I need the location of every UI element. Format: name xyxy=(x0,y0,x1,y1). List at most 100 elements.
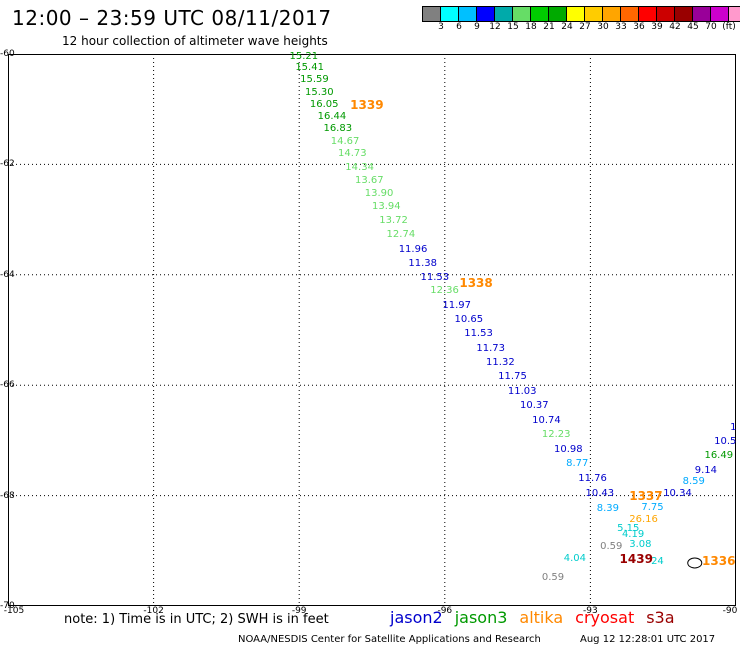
longitude-label: -90 xyxy=(722,606,738,616)
wave-height-value: 12.74 xyxy=(386,228,416,240)
colorbar-swatch xyxy=(423,7,441,21)
longitude-label: -99 xyxy=(291,606,307,616)
colorbar-swatch xyxy=(657,7,675,21)
map-plot-area xyxy=(8,54,736,606)
credit-line: NOAA/NESDIS Center for Satellite Applica… xyxy=(238,634,541,645)
wave-height-value: 13.67 xyxy=(355,174,384,186)
colorbar-label: 36 xyxy=(633,22,645,32)
wave-height-value: 11.75 xyxy=(498,371,527,383)
wave-height-value: 16.49 xyxy=(704,449,734,461)
generated-timestamp: Aug 12 12:28:01 UTC 2017 xyxy=(580,634,716,645)
wave-height-value: 11.03 xyxy=(507,385,537,397)
wave-height-value: 15.59 xyxy=(300,74,329,86)
units-note: note: 1) Time is in UTC; 2) SWH is in fe… xyxy=(64,612,329,627)
colorbar-label: 39 xyxy=(651,22,663,32)
wave-height-value: 11.96 xyxy=(398,243,428,255)
wave-height-value: 10.65 xyxy=(454,314,484,326)
wave-height-value: 3.08 xyxy=(629,539,652,551)
wave-height-value: 10.74 xyxy=(532,414,561,426)
colorbar-swatch xyxy=(531,7,549,21)
colorbar-swatch xyxy=(603,7,621,21)
latitude-label: -68 xyxy=(0,490,15,501)
legend-satellite-altika: altika xyxy=(519,608,564,627)
latitude-label: -64 xyxy=(0,269,15,280)
wave-height-value: 4.19 xyxy=(621,529,645,541)
pass-time-label: 1338 xyxy=(459,276,493,291)
colorbar-label: 15 xyxy=(507,22,519,32)
wave-height-value: 0.59 xyxy=(600,541,623,553)
wave-height-value: 10.5 xyxy=(714,435,737,447)
wave-height-value: 9.14 xyxy=(694,464,717,476)
legend-satellite-jason2: jason2 xyxy=(390,608,443,627)
colorbar-unit: (ft) xyxy=(722,22,736,32)
wave-height-value: 24 xyxy=(651,555,664,567)
wave-height-colorbar xyxy=(422,6,740,22)
wave-height-value: 14.34 xyxy=(345,161,374,173)
wave-height-value: 13.90 xyxy=(364,188,394,200)
wave-height-value: 10.34 xyxy=(663,487,692,499)
map-subtitle: 12 hour collection of altimeter wave hei… xyxy=(62,34,328,48)
wave-height-value: 1 xyxy=(730,422,737,434)
colorbar-swatch xyxy=(585,7,603,21)
longitude-label: -105 xyxy=(3,606,25,616)
wave-height-value: 8.77 xyxy=(566,458,589,470)
colorbar-label: 18 xyxy=(525,22,537,32)
wave-height-value: 12.36 xyxy=(430,285,459,297)
wave-height-value: 14.73 xyxy=(338,148,367,160)
wave-height-value: 5.15 xyxy=(617,522,640,534)
latitude-label: -60 xyxy=(0,49,15,59)
longitude-label: -93 xyxy=(583,606,598,616)
wave-height-value: 13.94 xyxy=(372,201,401,213)
pass-time-label: 1336 xyxy=(702,553,736,568)
wave-height-value: 12.23 xyxy=(541,428,571,440)
wave-height-value: 0.59 xyxy=(541,572,565,584)
colorbar-swatch xyxy=(729,7,740,21)
colorbar-swatch xyxy=(675,7,693,21)
wave-height-value: 10.37 xyxy=(520,400,549,412)
pass-time-label: 1339 xyxy=(350,97,384,112)
pass-time-label: 1439 xyxy=(619,552,653,567)
wave-height-value: 11.53 xyxy=(464,328,493,340)
wave-height-value: 16.44 xyxy=(317,110,347,122)
colorbar-swatch xyxy=(639,7,657,21)
wave-height-value: 15.21 xyxy=(289,50,319,62)
longitude-label: -96 xyxy=(437,606,453,616)
map-title: 12:00 – 23:59 UTC 08/11/2017 xyxy=(12,6,332,30)
wave-height-value: 7.75 xyxy=(641,501,664,513)
wave-height-value: 14.67 xyxy=(330,136,360,148)
wave-height-value: 8.39 xyxy=(596,502,619,514)
colorbar-label: 3 xyxy=(438,22,444,32)
wave-height-value: 11.76 xyxy=(578,473,607,485)
colorbar-label: 33 xyxy=(615,22,627,32)
colorbar-label: 24 xyxy=(561,22,573,32)
colorbar-swatch xyxy=(567,7,585,21)
wave-height-value: 11.38 xyxy=(408,257,438,269)
wave-height-value: 11.32 xyxy=(486,357,515,369)
colorbar-swatch xyxy=(711,7,729,21)
colorbar-label: 27 xyxy=(579,22,591,32)
colorbar-swatch xyxy=(495,7,513,21)
wave-height-value: 26.16 xyxy=(629,514,658,526)
colorbar-label: 6 xyxy=(456,22,462,32)
wave-height-value: 15.41 xyxy=(295,61,324,73)
colorbar-swatch xyxy=(621,7,639,21)
colorbar-label: 21 xyxy=(543,22,555,32)
legend-satellite-s3a: s3a xyxy=(646,608,675,627)
pass-time-label: 1337 xyxy=(629,488,663,503)
colorbar-label: 42 xyxy=(669,22,681,32)
colorbar-swatch xyxy=(513,7,531,21)
legend-satellite-cryosat: cryosat xyxy=(575,608,635,627)
longitude-label: -102 xyxy=(143,606,164,616)
wave-height-value: 16.05 xyxy=(309,98,339,110)
wave-height-value: 11.53 xyxy=(420,272,450,284)
wave-height-value: 10.43 xyxy=(585,487,615,499)
wave-height-value: 10.98 xyxy=(554,443,583,455)
satellite-legend: jason2 jason3 altika cryosat s3a xyxy=(390,608,675,627)
colorbar-swatch xyxy=(693,7,711,21)
wave-height-value: 4.04 xyxy=(563,553,586,565)
wave-height-value: 11.97 xyxy=(442,299,471,311)
colorbar-label: 45 xyxy=(687,22,699,32)
colorbar-swatch xyxy=(477,7,495,21)
wave-height-value: 8.59 xyxy=(682,476,705,488)
